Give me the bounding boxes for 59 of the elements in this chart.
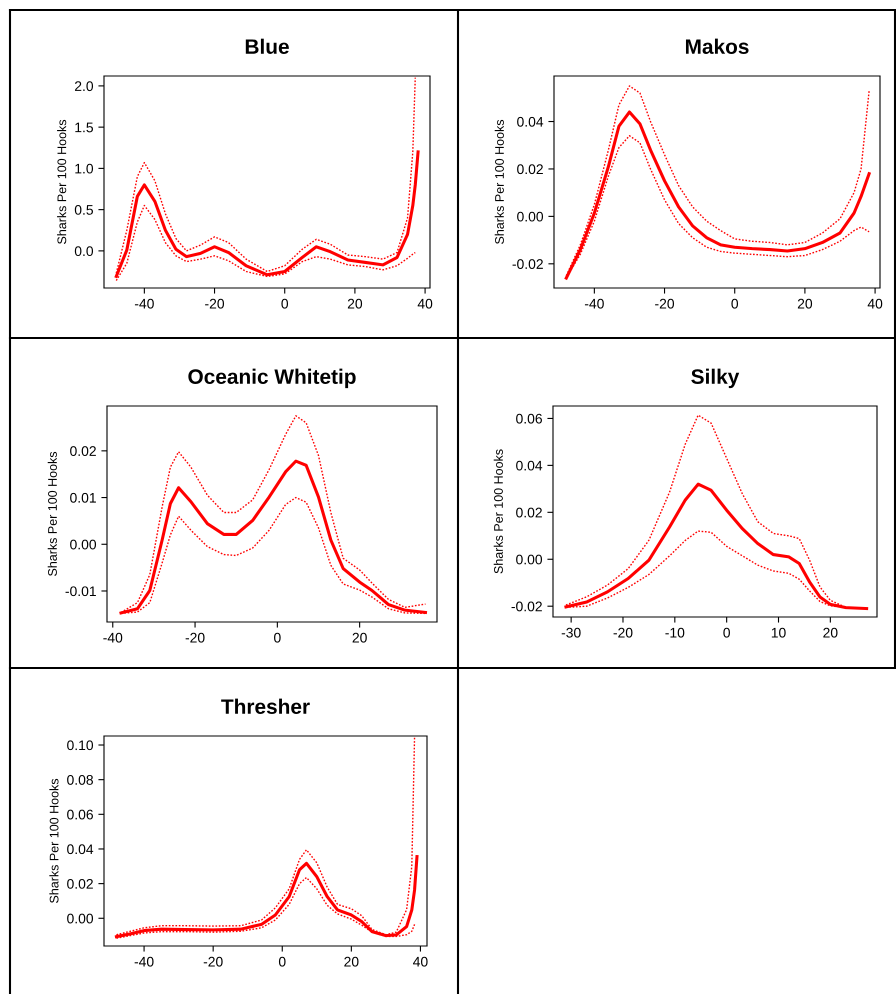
x-tick-label: 20 bbox=[348, 298, 362, 309]
x-tick-label: 20 bbox=[344, 956, 359, 967]
x-tick-label: -20 bbox=[205, 298, 224, 309]
y-tick-label: 0.02 bbox=[517, 164, 543, 174]
y-tick-label: -0.02 bbox=[512, 259, 543, 269]
chart-title: Blue bbox=[246, 38, 289, 54]
y-tick-label: 0.04 bbox=[67, 844, 94, 854]
y-tick-label: 0.00 bbox=[70, 540, 96, 550]
y-tick-label: 0.08 bbox=[67, 775, 93, 785]
x-tick-label: 0 bbox=[723, 628, 730, 638]
chart-title: Silky bbox=[691, 368, 740, 388]
y-tick-label: 0.10 bbox=[67, 740, 94, 750]
x-tick-label: 40 bbox=[868, 298, 882, 309]
x-tick-label: 40 bbox=[418, 298, 432, 309]
x-tick-label: 0 bbox=[274, 632, 281, 643]
y-tick-label: 0.04 bbox=[517, 116, 544, 127]
y-axis-title: Sharks Per 100 Hooks bbox=[57, 120, 66, 244]
y-tick-label: 0.06 bbox=[516, 414, 542, 424]
y-tick-label: 0.5 bbox=[74, 204, 94, 215]
x-tick-label: -40 bbox=[134, 298, 154, 309]
chart-title: Makos bbox=[686, 38, 749, 54]
y-tick-label: 2.0 bbox=[74, 81, 94, 92]
y-tick-label: 0.04 bbox=[516, 460, 542, 471]
x-tick-label: 20 bbox=[352, 632, 367, 643]
y-tick-label: 0.0 bbox=[74, 246, 94, 256]
y-tick-label: 0.01 bbox=[70, 492, 96, 503]
x-tick-label: -20 bbox=[614, 628, 632, 638]
x-tick-label: -10 bbox=[665, 628, 684, 638]
chart-title: Oceanic Whitetip bbox=[188, 368, 356, 388]
y-tick-label: 0.00 bbox=[516, 554, 542, 564]
y-tick-label: 1.5 bbox=[75, 122, 94, 132]
y-tick-label: 0.06 bbox=[67, 810, 93, 820]
y-tick-label: -0.02 bbox=[512, 602, 542, 612]
x-tick-label: -20 bbox=[655, 298, 674, 309]
y-tick-label: -0.01 bbox=[66, 586, 96, 596]
x-tick-label: 20 bbox=[823, 628, 838, 638]
x-tick-label: 20 bbox=[798, 298, 812, 309]
x-tick-label: 0 bbox=[731, 298, 738, 309]
chart-title: Thresher bbox=[221, 698, 310, 714]
y-tick-label: 0.02 bbox=[516, 508, 542, 518]
y-tick-label: 0.00 bbox=[67, 914, 94, 924]
x-tick-label: 10 bbox=[772, 628, 786, 638]
x-tick-label: 40 bbox=[413, 956, 428, 967]
y-tick-label: 0.02 bbox=[67, 878, 93, 889]
y-tick-label: 1.0 bbox=[75, 164, 94, 174]
x-tick-label: 0 bbox=[281, 298, 288, 309]
y-tick-label: 0.00 bbox=[517, 212, 544, 222]
y-tick-label: 0.02 bbox=[70, 446, 96, 456]
x-tick-label: -20 bbox=[186, 632, 205, 643]
y-axis-title: Sharks Per 100 Hooks bbox=[48, 452, 57, 576]
y-axis-title: Sharks Per 100 Hooks bbox=[49, 778, 59, 903]
x-tick-label: -40 bbox=[103, 632, 122, 643]
y-axis-title: Sharks Per 100 Hooks bbox=[494, 449, 503, 574]
x-tick-label: -30 bbox=[562, 628, 581, 638]
x-tick-label: -40 bbox=[584, 298, 604, 309]
y-axis-title: Sharks Per 100 Hooks bbox=[494, 120, 504, 244]
x-tick-label: -20 bbox=[204, 956, 223, 967]
x-tick-label: -40 bbox=[134, 956, 154, 967]
x-tick-label: 0 bbox=[278, 956, 286, 967]
